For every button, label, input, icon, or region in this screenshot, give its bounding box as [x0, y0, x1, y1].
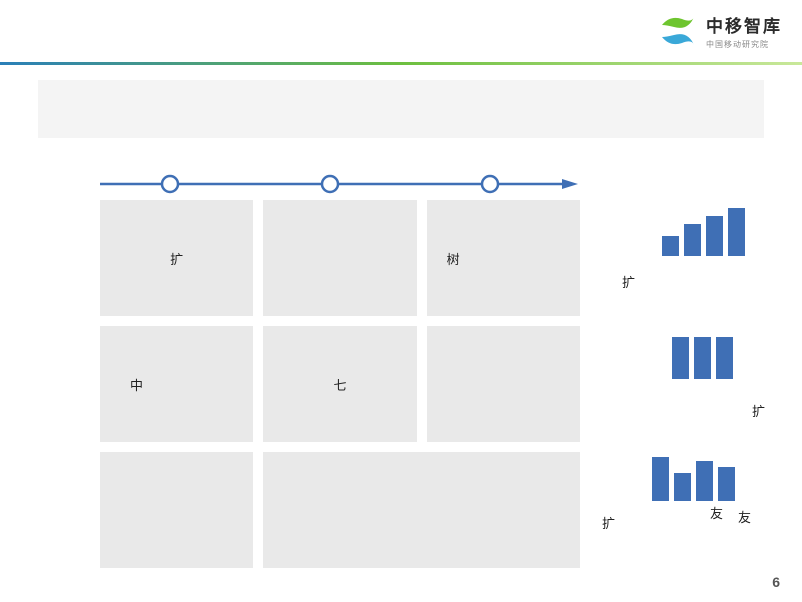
- cell-text: 扩: [170, 249, 183, 268]
- side-label: 扩: [602, 513, 615, 532]
- title-band: [38, 80, 764, 138]
- bar: [672, 337, 689, 379]
- content-grid: 扩 树 中 七: [100, 200, 580, 568]
- bar-chart-icon: [672, 331, 733, 379]
- logo-subtitle: 中国移动研究院: [706, 39, 782, 50]
- side-label: 友: [738, 507, 751, 526]
- bar: [716, 337, 733, 379]
- side-row: 扩 友 友: [600, 445, 780, 568]
- cell-text: 七: [333, 375, 346, 394]
- bar-chart-icon: [662, 208, 745, 256]
- page-number: 6: [772, 574, 780, 590]
- grid-cell-wide: [263, 452, 580, 568]
- bar: [696, 461, 713, 501]
- bar: [718, 467, 735, 501]
- header-divider: [0, 62, 802, 65]
- grid-cell: 中: [100, 326, 253, 442]
- grid-cell: 扩: [100, 200, 253, 316]
- bar: [662, 236, 679, 256]
- grid-cell: 树: [427, 200, 580, 316]
- side-row: 扩: [600, 200, 780, 323]
- logo-block: 中移智库 中国移动研究院: [658, 12, 782, 50]
- cell-text: 中: [130, 375, 143, 394]
- side-label: 扩: [752, 401, 765, 420]
- side-row: 扩: [600, 323, 780, 446]
- bar: [728, 208, 745, 256]
- side-label: 扩: [622, 272, 635, 291]
- logo-title: 中移智库: [706, 12, 782, 37]
- grid-cell: [100, 452, 253, 568]
- timeline: [100, 174, 580, 194]
- header: 中移智库 中国移动研究院: [0, 0, 802, 62]
- bar-chart-icon: [652, 453, 735, 501]
- grid-cell: 七: [263, 326, 416, 442]
- side-label: 友: [710, 503, 723, 522]
- bar: [694, 337, 711, 379]
- cell-text: 树: [447, 249, 460, 268]
- grid-cell: [427, 326, 580, 442]
- bar: [652, 457, 669, 501]
- side-charts: 扩 扩 扩 友 友: [600, 200, 780, 568]
- logo-mark-icon: [658, 13, 698, 49]
- bar: [684, 224, 701, 256]
- bar: [706, 216, 723, 256]
- logo-text: 中移智库 中国移动研究院: [706, 12, 782, 50]
- bar: [674, 473, 691, 501]
- grid-cell: [263, 200, 416, 316]
